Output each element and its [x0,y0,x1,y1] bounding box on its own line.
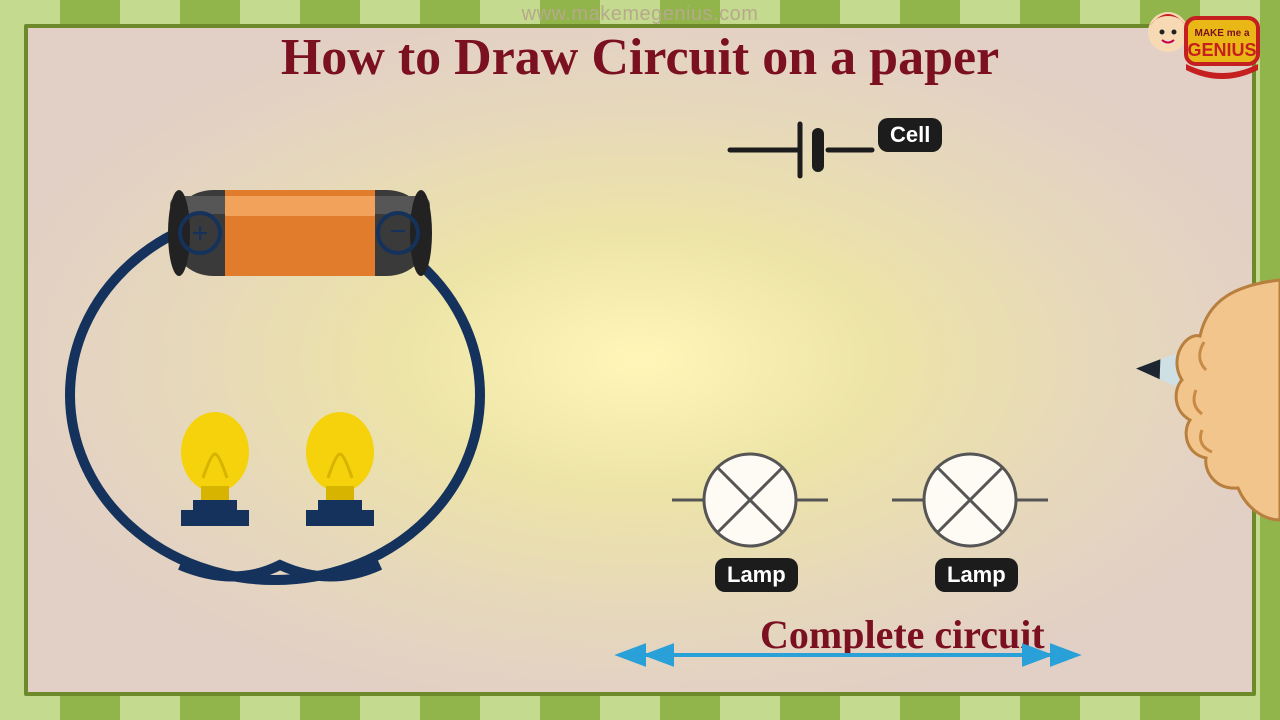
genius-logo: MAKE me a GENIUS [1140,0,1260,110]
hand-pencil-icon [1135,280,1280,520]
battery-icon: + − [168,190,432,276]
arrow-bar [620,646,1076,664]
svg-text:−: − [389,215,406,248]
logo-small-text: MAKE me a [1194,28,1249,39]
bulb-icon [181,412,374,526]
lamp-symbol [672,454,1048,546]
cell-symbol [730,124,872,176]
svg-text:+: + [191,217,208,250]
diagram-svg: + − [0,0,1280,720]
logo-big-text: GENIUS [1187,40,1256,60]
